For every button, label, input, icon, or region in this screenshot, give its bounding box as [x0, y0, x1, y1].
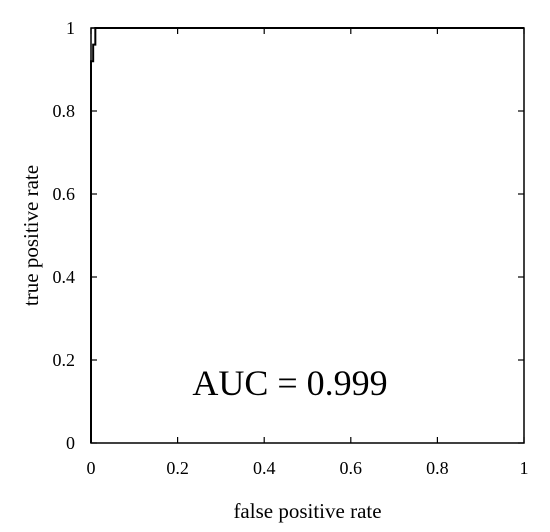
y-axis-title: true positive rate: [19, 165, 43, 306]
x-tick-label: 0.6: [340, 458, 363, 478]
y-tick-label: 0.2: [53, 350, 76, 370]
tick-labels: 0 0.2 0.4 0.6 0.8 1 0 0.2 0.4 0.6 0.8 1: [53, 18, 529, 478]
roc-curve-line: [90, 27, 524, 443]
auc-annotation: AUC = 0.999: [192, 363, 387, 403]
x-tick-label: 0.8: [426, 458, 449, 478]
x-tick-label: 0.4: [253, 458, 276, 478]
x-tick-label: 0.2: [166, 458, 189, 478]
y-tick-label: 0.4: [53, 267, 76, 287]
y-tick-label: 0.8: [53, 101, 76, 121]
y-tick-label: 0.6: [53, 184, 76, 204]
x-tick-label: 1: [520, 458, 529, 478]
x-tick-label: 0: [87, 458, 96, 478]
x-axis-title: false positive rate: [233, 499, 381, 523]
y-tick-label: 1: [66, 18, 75, 38]
y-tick-label: 0: [66, 433, 75, 453]
